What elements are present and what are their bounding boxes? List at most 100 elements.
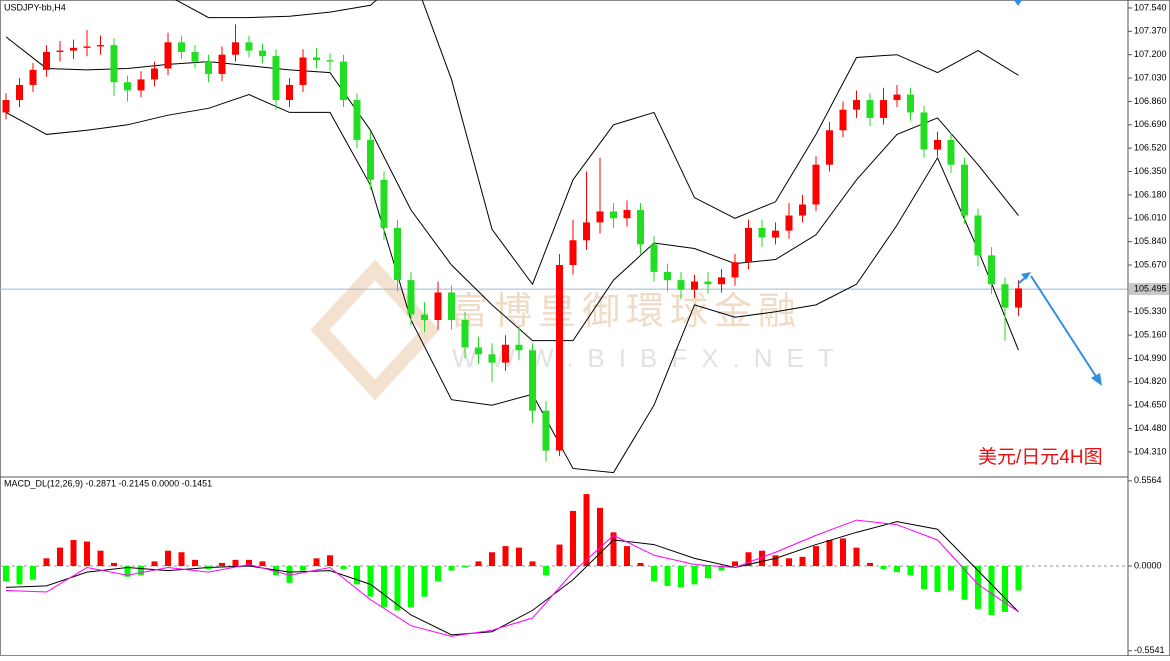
y-tick-label: 105.330	[1134, 306, 1167, 316]
histogram-bar	[421, 566, 428, 597]
candle-body	[556, 265, 563, 451]
annotation: 美元/日元4H图	[978, 446, 1103, 468]
histogram-bar	[84, 541, 90, 566]
histogram-bar	[475, 561, 482, 566]
candle-body	[839, 109, 847, 131]
y-tick-label: 105.840	[1134, 236, 1167, 246]
histogram-bar	[691, 566, 698, 585]
candle-body	[799, 204, 806, 216]
histogram-bar	[853, 547, 860, 566]
candle-body	[907, 94, 914, 113]
histogram-bar	[354, 566, 360, 585]
candle-body	[1015, 288, 1022, 308]
histogram-bar	[988, 566, 995, 615]
histogram-bar	[286, 566, 293, 583]
candle-body	[259, 50, 266, 57]
candle-body	[434, 292, 442, 320]
histogram-bar	[178, 552, 185, 566]
candle-body	[583, 222, 590, 241]
candle-body	[232, 42, 239, 55]
histogram-bar	[556, 544, 563, 566]
histogram-bar	[718, 566, 725, 571]
candle-body	[191, 51, 199, 62]
histogram-bar	[840, 538, 846, 566]
histogram-bar	[570, 510, 576, 566]
candle-body	[988, 255, 995, 285]
candle-body	[745, 227, 752, 263]
candle-body	[16, 84, 23, 101]
histogram-bar	[327, 555, 333, 566]
histogram-bar	[192, 559, 198, 566]
candle-body	[664, 271, 671, 281]
histogram-bar	[867, 562, 873, 566]
y-tick-label: 106.690	[1134, 119, 1167, 129]
candle-body	[110, 45, 118, 83]
candle-body	[920, 112, 928, 150]
candle-body	[880, 100, 887, 118]
histogram-bar	[273, 566, 279, 576]
candle-body	[826, 130, 833, 165]
histogram-bar	[678, 566, 684, 588]
histogram-bar	[664, 566, 671, 586]
histogram-bar	[138, 566, 144, 576]
y-tick-label: -0.5541	[1134, 645, 1165, 655]
histogram-bar	[1015, 566, 1022, 591]
candle-body	[961, 164, 968, 216]
candle-body	[488, 354, 496, 363]
candle-body	[272, 56, 280, 101]
y-tick-label: 107.370	[1134, 26, 1167, 36]
histogram-bar	[313, 558, 320, 566]
axes: 107.540 107.370 107.200 107.030 106.860 106.6…	[1128, 2, 1169, 655]
candle-body	[718, 277, 725, 285]
candle-body	[650, 244, 658, 272]
candle-body	[394, 227, 401, 281]
histogram-bar	[813, 546, 819, 566]
histogram-bar	[583, 494, 590, 566]
candle-body	[43, 51, 50, 70]
candle-body	[29, 69, 37, 85]
candle-body	[421, 314, 428, 320]
histogram-bar	[435, 566, 441, 582]
candle-body	[367, 139, 374, 180]
histogram-bar	[151, 561, 158, 566]
candle-body	[313, 57, 320, 61]
current-price-box	[1129, 283, 1169, 296]
histogram-bar	[516, 547, 522, 566]
histogram-bar	[165, 550, 171, 566]
histogram-bar	[732, 561, 738, 566]
arrow-line	[1030, 275, 1098, 379]
candle-body	[812, 164, 820, 205]
candle-body	[137, 79, 145, 91]
histogram-bar	[624, 546, 630, 566]
histogram-bar	[772, 555, 779, 566]
candle-body	[637, 210, 644, 245]
candle-body	[83, 46, 91, 48]
histogram-bar	[786, 558, 792, 566]
histogram-bar	[745, 552, 752, 566]
histogram-bar	[408, 566, 414, 608]
band-middle	[5, 36, 1019, 342]
y-tick-label: 107.030	[1134, 72, 1167, 82]
histogram-bar	[97, 550, 104, 566]
current-price-label: 105.495	[1134, 283, 1167, 293]
marker	[1014, 0, 1022, 6]
candle-body	[205, 61, 212, 74]
candle-body	[245, 42, 253, 51]
histogram-bar	[300, 566, 306, 571]
candle-body	[1001, 284, 1009, 308]
macd-line	[5, 521, 1019, 636]
y-tick-label: 107.540	[1134, 2, 1167, 12]
candle-body	[164, 42, 172, 69]
histogram-bar	[934, 566, 941, 593]
candle-body	[340, 61, 347, 101]
candle-body	[772, 230, 779, 238]
histogram-bar	[799, 556, 806, 566]
candle-body	[542, 410, 550, 451]
candle-body	[866, 100, 874, 118]
histogram-bar	[610, 532, 617, 566]
histogram-bar	[3, 566, 9, 582]
y-tick-label: 104.650	[1134, 400, 1167, 410]
candle-body	[569, 240, 577, 266]
band-lower	[5, 94, 1019, 474]
